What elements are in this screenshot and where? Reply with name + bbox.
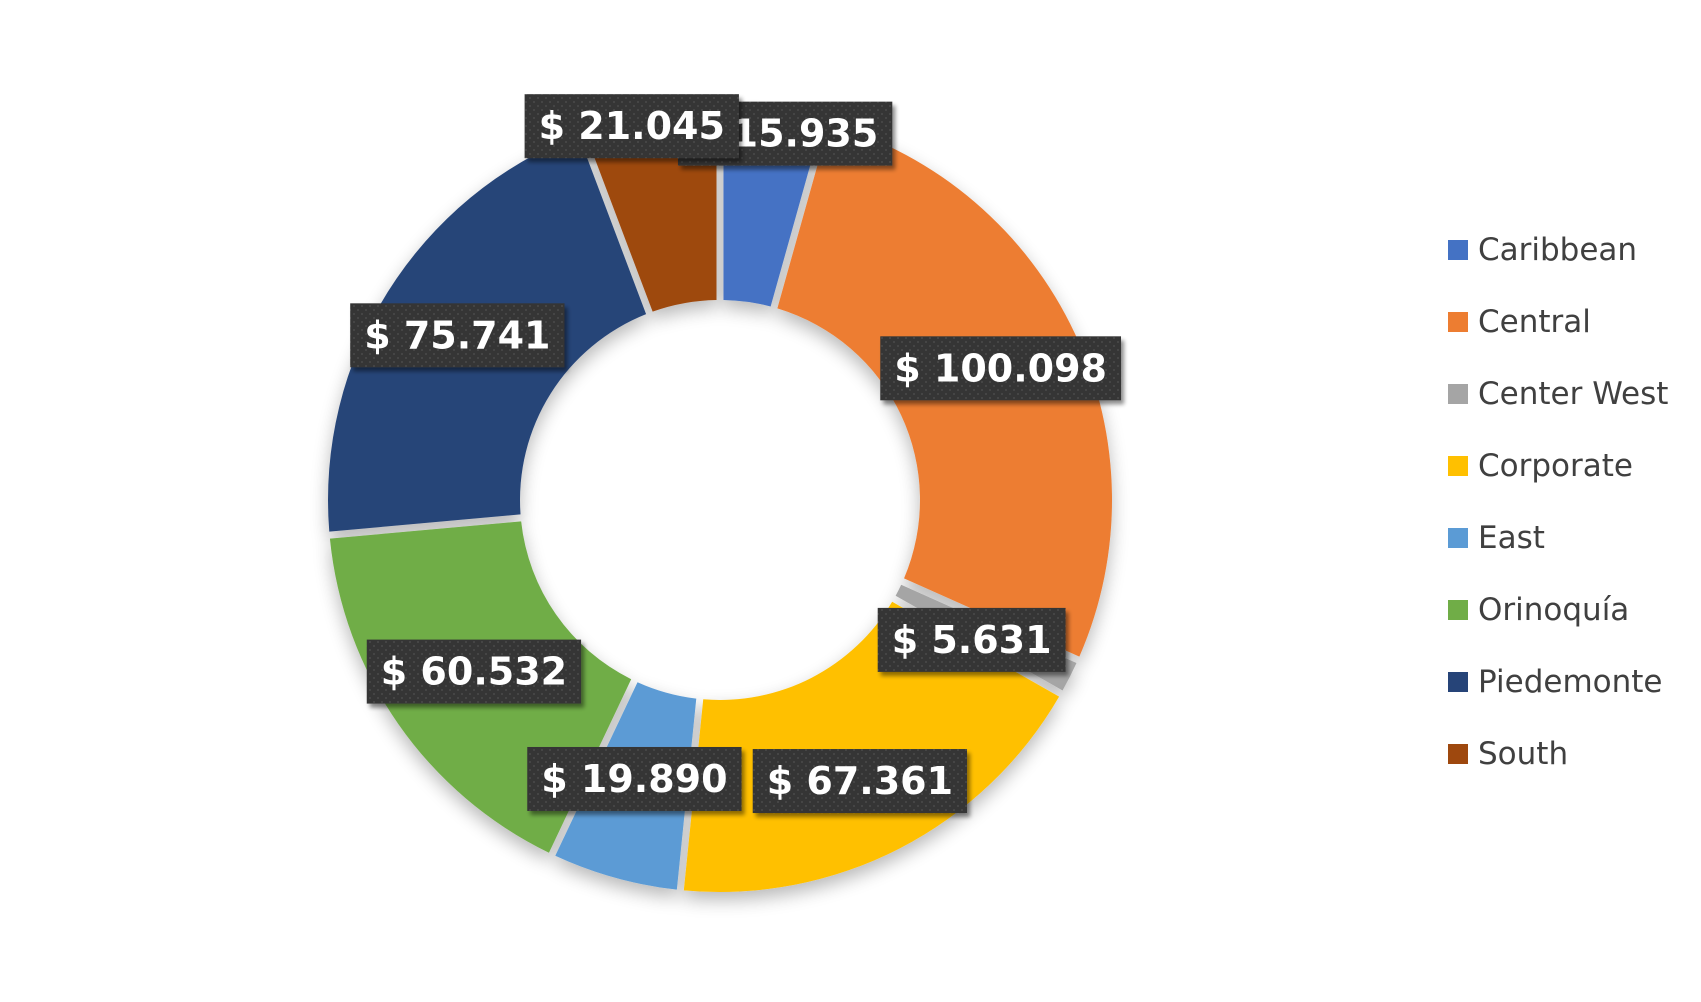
legend-swatch [1448, 672, 1468, 692]
legend-entry-central: Central [1448, 304, 1591, 340]
legend-label: South [1478, 736, 1568, 772]
legend-entry-piedemonte: Piedemonte [1448, 664, 1663, 700]
data-label-box [877, 607, 1066, 672]
data-label-text: $ 5.631 [892, 618, 1052, 662]
legend-swatch [1448, 600, 1468, 620]
legend-entry-corporate: Corporate [1448, 448, 1633, 484]
legend-entry-center-west: Center West [1448, 376, 1668, 412]
data-label-central: $ 100.098 [880, 336, 1122, 401]
data-label-box [527, 746, 742, 811]
data-label-box [350, 303, 565, 368]
data-label-text: $ 21.045 [539, 104, 725, 148]
legend-label: Orinoquía [1478, 592, 1629, 628]
legend: Caribbean Central Center West Corporate East… [1448, 232, 1668, 772]
legend-swatch [1448, 312, 1468, 332]
legend-swatch [1448, 744, 1468, 764]
legend-swatch [1448, 240, 1468, 260]
data-label-box [366, 639, 582, 704]
legend-entry-caribbean: Caribbean [1448, 232, 1637, 268]
data-labels: $ 15.935$ 100.098$ 5.631$ 67.361$ 19.890… [350, 94, 1122, 814]
legend-entry-east: East [1448, 520, 1545, 556]
data-label-text: $ 67.361 [767, 759, 953, 803]
legend-swatch [1448, 528, 1468, 548]
data-label-piedemonte: $ 75.741 [350, 303, 565, 368]
data-label-south: $ 21.045 [524, 94, 739, 159]
data-label-text: $ 19.890 [541, 757, 727, 801]
data-label-box [880, 336, 1122, 401]
data-label-box [752, 749, 968, 814]
legend-label: Piedemonte [1478, 664, 1663, 700]
data-label-east: $ 19.890 [527, 746, 742, 811]
legend-label: Central [1478, 304, 1591, 340]
legend-label: Caribbean [1478, 232, 1637, 268]
slice-corporate [683, 601, 1060, 892]
legend-swatch [1448, 456, 1468, 476]
legend-swatch [1448, 384, 1468, 404]
data-label-text: $ 60.532 [381, 650, 567, 694]
legend-entry-orinoquia: Orinoquía [1448, 592, 1629, 628]
legend-label: Center West [1478, 376, 1668, 412]
data-label-corporate: $ 67.361 [752, 749, 968, 814]
data-label-box [524, 94, 739, 159]
legend-entry-south: South [1448, 736, 1568, 772]
data-label-center-west: $ 5.631 [877, 607, 1066, 672]
legend-label: Corporate [1478, 448, 1633, 484]
data-label-text: $ 75.741 [364, 313, 550, 357]
legend-label: East [1478, 520, 1545, 556]
data-label-text: $ 100.098 [894, 346, 1107, 390]
data-label-orinoquia: $ 60.532 [366, 639, 582, 704]
